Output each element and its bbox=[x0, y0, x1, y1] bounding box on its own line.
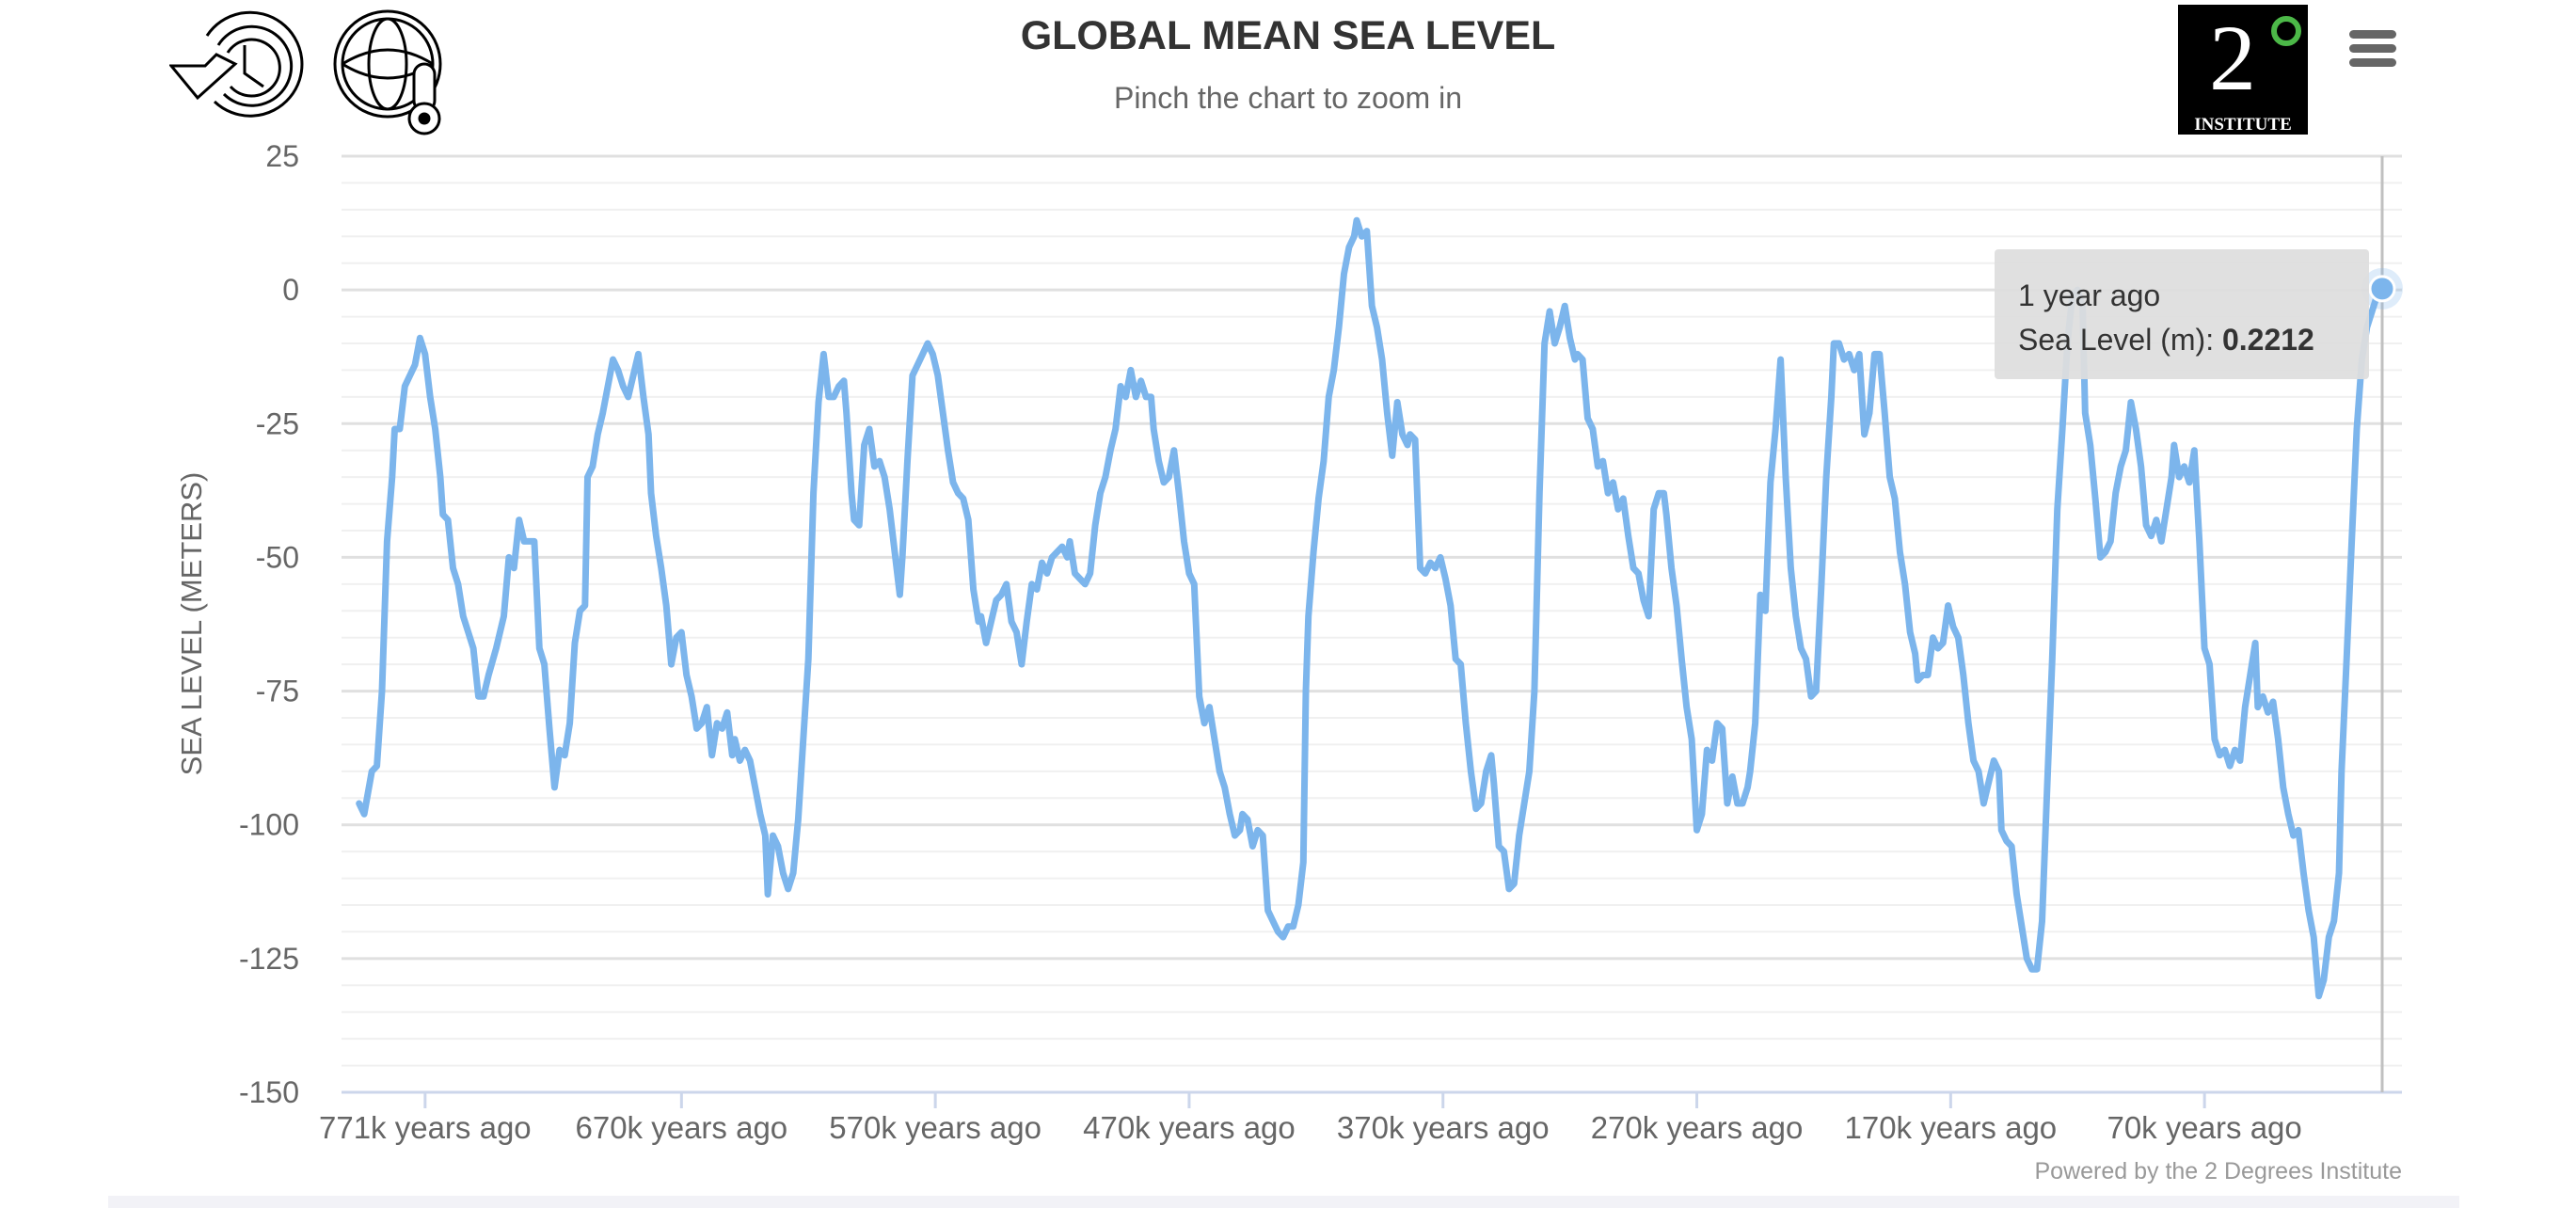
x-tick-label: 370k years ago bbox=[1337, 1110, 1550, 1145]
x-tick-label: 670k years ago bbox=[576, 1110, 788, 1145]
tooltip-value-row: Sea Level (m): 0.2212 bbox=[2018, 318, 2369, 362]
logo-graphic: 2 INSTITUTE bbox=[2194, 6, 2301, 135]
y-tick-label: -125 bbox=[239, 942, 299, 976]
x-tick-label: 70k years ago bbox=[2107, 1110, 2301, 1145]
tooltip: 1 year ago Sea Level (m): 0.2212 bbox=[1995, 249, 2369, 379]
tooltip-series-label: Sea Level (m): bbox=[2018, 323, 2222, 357]
series-line-sea-level[interactable] bbox=[356, 216, 2386, 1000]
y-axis-title: SEA LEVEL (METERS) bbox=[175, 472, 208, 776]
x-axis-labels: 771k years ago 670k years ago 570k years a… bbox=[319, 1092, 2302, 1145]
two-degrees-institute-logo[interactable]: 2 INSTITUTE bbox=[2178, 5, 2308, 135]
x-tick-label: 270k years ago bbox=[1591, 1110, 1804, 1145]
x-tick-label: 570k years ago bbox=[829, 1110, 1042, 1145]
y-axis-labels: 25 0 -25 -50 -75 -100 -125 -150 bbox=[239, 139, 299, 1109]
x-tick-label: 170k years ago bbox=[1845, 1110, 2058, 1145]
y-tick-label: -150 bbox=[239, 1075, 299, 1109]
globe-thermometer-icon[interactable] bbox=[331, 8, 450, 139]
y-tick-label: -50 bbox=[256, 540, 299, 574]
y-tick-label: 25 bbox=[265, 139, 299, 173]
hover-marker[interactable] bbox=[2368, 275, 2396, 303]
x-tick-label: 470k years ago bbox=[1083, 1110, 1296, 1145]
chart-subtitle: Pinch the chart to zoom in bbox=[1114, 81, 1462, 115]
hamburger-menu-icon[interactable] bbox=[2349, 30, 2396, 68]
x-tick-label: 771k years ago bbox=[319, 1110, 532, 1145]
tooltip-label: 1 year ago bbox=[2018, 278, 2161, 312]
footer-bar bbox=[108, 1196, 2459, 1208]
y-tick-label: -25 bbox=[256, 406, 299, 440]
history-icon[interactable] bbox=[169, 8, 307, 120]
tooltip-value: 0.2212 bbox=[2221, 323, 2314, 357]
credits-link[interactable]: Powered by the 2 Degrees Institute bbox=[2034, 1158, 2402, 1184]
chart-title: GLOBAL MEAN SEA LEVEL bbox=[1020, 13, 1556, 58]
y-tick-label: 0 bbox=[282, 273, 299, 307]
svg-text:2: 2 bbox=[2209, 6, 2256, 110]
y-tick-label: -75 bbox=[256, 675, 299, 708]
y-tick-label: -100 bbox=[239, 808, 299, 842]
svg-text:INSTITUTE: INSTITUTE bbox=[2194, 115, 2292, 135]
